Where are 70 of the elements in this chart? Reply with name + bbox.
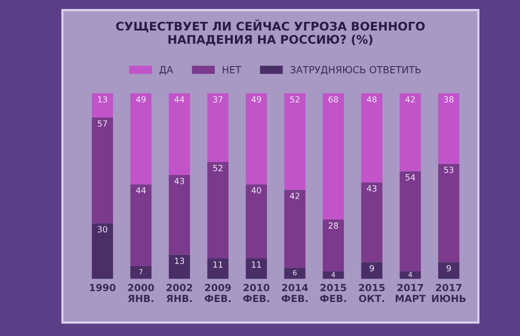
bar	[207, 162, 228, 258]
x-tick-label: 2017 МАРТ	[396, 284, 426, 302]
bar	[322, 219, 344, 272]
x-tick-label: 2015 ОКТ.	[359, 284, 385, 302]
data-label: 11	[213, 262, 222, 268]
bar	[438, 262, 460, 279]
bar	[400, 93, 421, 172]
data-label: 57	[98, 120, 108, 127]
data-label: 43	[174, 178, 184, 184]
x-tick-label: 2000 ЯНВ.	[128, 284, 154, 302]
bar	[361, 262, 382, 279]
x-tick-label: 2010 ФЕВ.	[243, 284, 270, 302]
bar	[400, 171, 421, 272]
bar	[130, 184, 152, 266]
data-label: 48	[366, 96, 377, 103]
bar	[207, 93, 228, 162]
data-label: 68	[328, 96, 338, 103]
bar	[246, 93, 267, 184]
chart-title: СУЩЕСТВУЕТ ЛИ СЕЙЧАС УГРОЗА ВОЕННОГО НАПАДЕНИЯ НА РОССИЮ? (%)	[116, 20, 425, 46]
x-tick-label: 1990	[90, 284, 116, 292]
bar	[438, 93, 460, 164]
data-label: 49	[251, 96, 262, 103]
bar	[284, 190, 306, 268]
data-label: 11	[252, 262, 261, 268]
data-label: 9	[446, 265, 451, 272]
bar	[92, 93, 114, 118]
data-label: 37	[213, 96, 222, 103]
data-label: 49	[136, 96, 146, 103]
data-label: 53	[444, 166, 454, 174]
bar	[130, 266, 152, 279]
legend-label: НЕТ	[222, 66, 242, 74]
bar	[168, 254, 190, 279]
x-tick-label: 2014 ФЕВ.	[282, 284, 308, 302]
data-label: 9	[370, 265, 374, 272]
x-tick-label: 2017 ИЮНЬ	[432, 284, 466, 302]
data-label: 42	[290, 192, 300, 199]
bar	[361, 93, 382, 182]
legend-label: ЗАТРУДНЯЮСЬ ОТВЕТИТЬ	[290, 66, 421, 75]
x-tick-label: 2009 ФЕВ.	[204, 284, 231, 302]
bar	[322, 271, 344, 279]
x-tick-label: 2002 ЯНВ.	[166, 284, 192, 302]
bar	[246, 184, 267, 258]
bar	[168, 174, 190, 255]
bar	[92, 223, 114, 279]
data-label: 42	[405, 96, 415, 102]
bar	[92, 117, 114, 224]
data-label: 43	[366, 185, 376, 192]
bar	[284, 268, 306, 279]
bar	[438, 164, 460, 262]
legend-label: ДА	[159, 66, 174, 75]
data-label: 40	[251, 187, 262, 194]
data-label: 30	[98, 226, 108, 232]
bar	[246, 258, 267, 279]
data-label: 38	[444, 96, 454, 103]
bar	[400, 271, 421, 279]
data-label: 13	[175, 258, 184, 264]
bar	[361, 182, 382, 262]
bar	[130, 93, 152, 184]
data-label: 44	[174, 96, 184, 102]
data-label: 52	[213, 164, 222, 172]
bar	[322, 93, 344, 220]
data-label: 54	[406, 174, 416, 180]
bar	[207, 258, 228, 279]
data-label: 28	[328, 222, 338, 229]
bar	[284, 93, 306, 190]
bar	[168, 93, 190, 175]
data-label: 44	[136, 187, 146, 194]
data-label: 13	[98, 96, 108, 103]
x-tick-label: 2015 ФЕВ.	[320, 284, 346, 302]
data-label: 52	[290, 96, 300, 103]
